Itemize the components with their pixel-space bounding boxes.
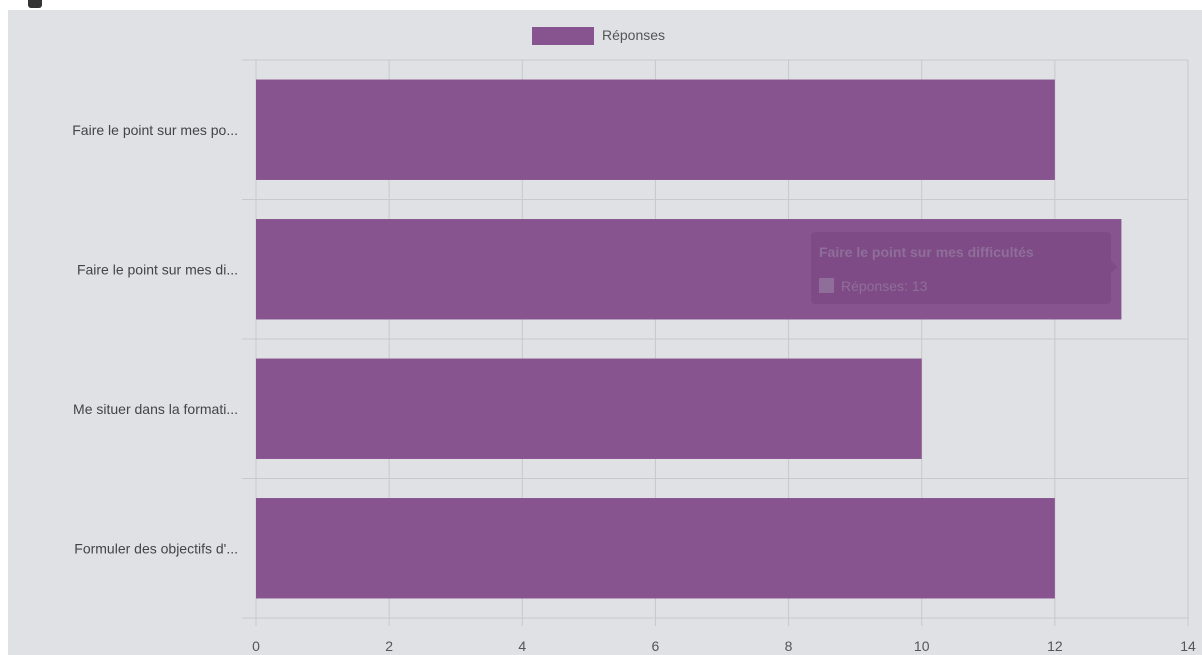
x-axis-tick-labels: 0 2 4 6 8 10 12 14 [252,638,1196,654]
category-label: Me situer dans la formati... [73,401,238,417]
x-tick-label: 14 [1180,638,1196,654]
category-label: Faire le point sur mes po... [72,122,238,138]
legend-label[interactable]: Réponses [602,27,665,43]
x-tick-label: 10 [914,638,930,654]
bar[interactable] [256,79,1055,180]
legend-swatch[interactable] [532,27,594,45]
x-tick-label: 2 [385,638,393,654]
tooltip-body: Réponses: 13 [841,278,928,294]
x-tick-label: 6 [652,638,660,654]
x-tick-label: 4 [518,638,526,654]
bar[interactable] [256,498,1055,599]
tooltip-swatch [819,278,834,293]
category-label: Faire le point sur mes di... [77,261,238,277]
legend[interactable]: Réponses [532,27,665,45]
tooltip-background [811,232,1117,304]
category-labels: Faire le point sur mes po... Faire le poi… [72,122,238,557]
tooltip: Faire le point sur mes difficultés Répon… [811,232,1117,304]
x-tick-label: 0 [252,638,260,654]
bar[interactable] [256,358,922,459]
tooltip-title: Faire le point sur mes difficultés [819,244,1034,260]
x-tick-label: 8 [785,638,793,654]
category-label: Formuler des objectifs d'... [74,540,238,556]
page-header-fragment [28,0,42,8]
x-tick-label: 12 [1047,638,1063,654]
